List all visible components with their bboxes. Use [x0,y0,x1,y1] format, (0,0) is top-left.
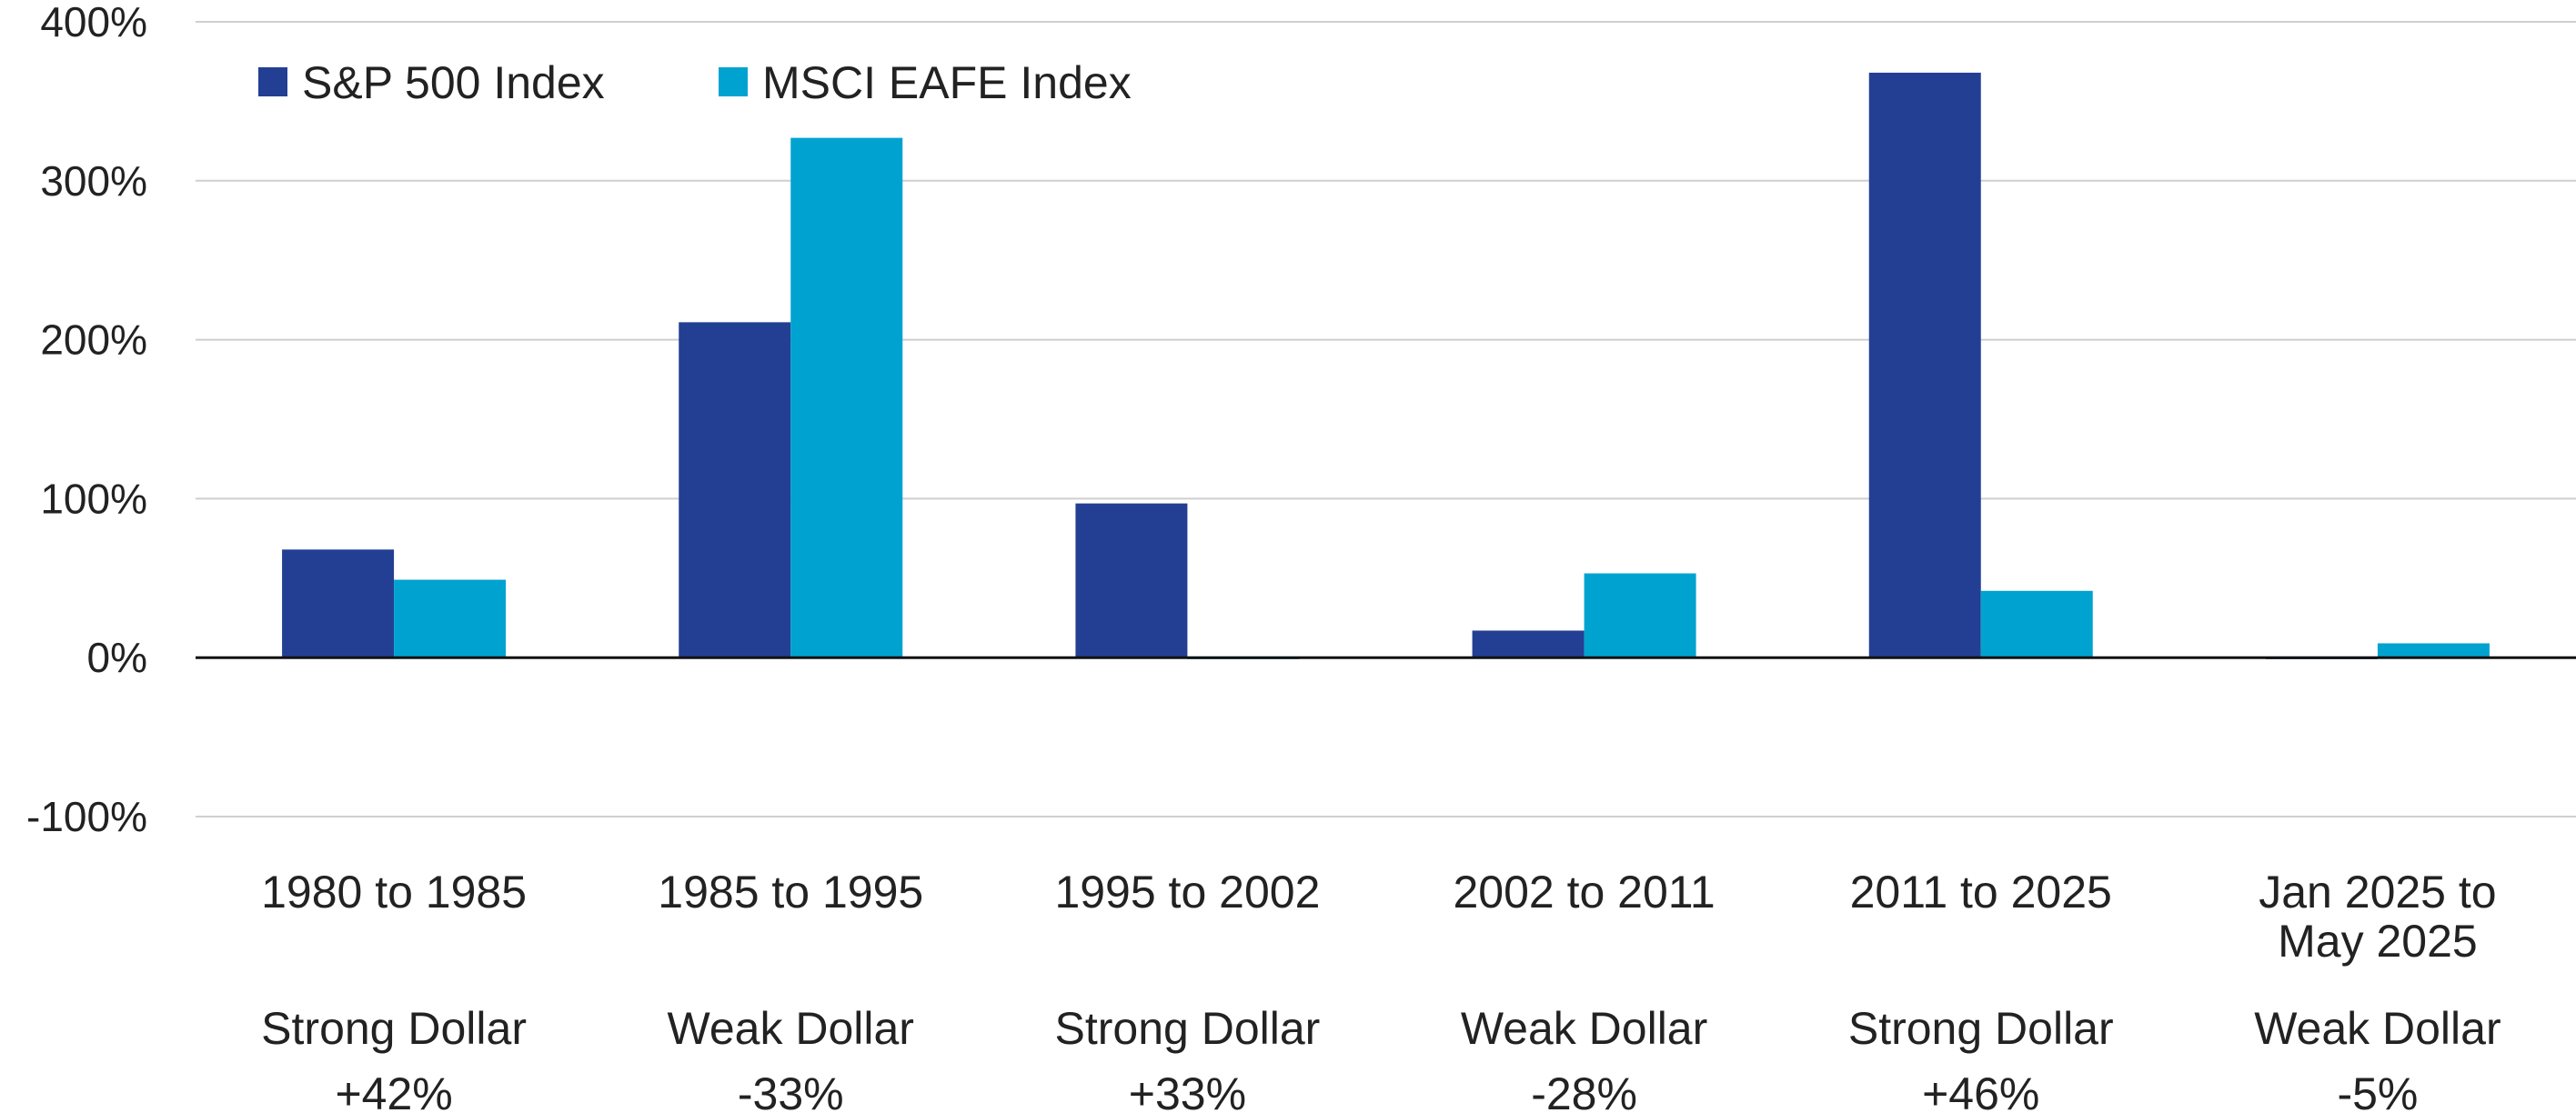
bars [282,72,2490,659]
category-label: Jan 2025 to [2259,867,2496,917]
category-label: Weak Dollar [1461,1003,1707,1054]
bar-sp500-1 [679,322,791,658]
bar-msci-eafe-5 [2377,643,2490,658]
category-label: Weak Dollar [668,1003,914,1054]
category-label: Strong Dollar [261,1003,527,1054]
y-tick-label: 400% [40,0,147,45]
y-axis-tick-labels: 400% 300% 200% 100% 0% -100% [26,0,147,840]
category-label: Weak Dollar [2254,1003,2501,1054]
category-label: -5% [2337,1068,2418,1113]
category-label: May 2025 [2278,916,2478,967]
bar-sp500-2 [1075,503,1188,658]
gridlines [196,21,2576,817]
category-label: 2011 to 2025 [1850,867,2112,917]
legend: S&P 500 Index MSCI EAFE Index [258,57,1132,108]
category-label: 1985 to 1995 [658,867,923,917]
legend-swatch-sp500 [258,67,287,96]
category-label: Strong Dollar [1848,1003,2114,1054]
category-label: +33% [1129,1068,1246,1113]
category-label: -28% [1531,1068,1637,1113]
category-label: -33% [738,1068,844,1113]
y-tick-label: 100% [40,475,147,522]
bar-msci-eafe-0 [394,579,507,658]
legend-label-sp500: S&P 500 Index [302,57,605,108]
category-label: Strong Dollar [1055,1003,1321,1054]
y-tick-label: 200% [40,316,147,364]
bar-sp500-3 [1472,630,1585,658]
category-label: 2002 to 2011 [1453,867,1715,917]
category-labels: 1980 to 1985 Strong Dollar +42% 1985 to 199… [261,867,2501,1113]
y-tick-label: -100% [26,793,147,840]
legend-swatch-msci-eafe [719,67,748,96]
bar-msci-eafe-3 [1584,573,1696,658]
legend-label-msci-eafe: MSCI EAFE Index [762,57,1132,108]
bar-sp500-4 [1868,72,1981,658]
bar-msci-eafe-4 [1980,590,2093,658]
category-label: 1995 to 2002 [1054,867,1320,917]
bar-msci-eafe-1 [790,137,903,658]
category-label: +42% [335,1068,452,1113]
bar-sp500-0 [282,549,395,658]
y-tick-label: 0% [87,634,147,681]
category-label: +46% [1922,1068,2039,1113]
y-tick-label: 300% [40,157,147,205]
category-label: 1980 to 1985 [261,867,527,917]
